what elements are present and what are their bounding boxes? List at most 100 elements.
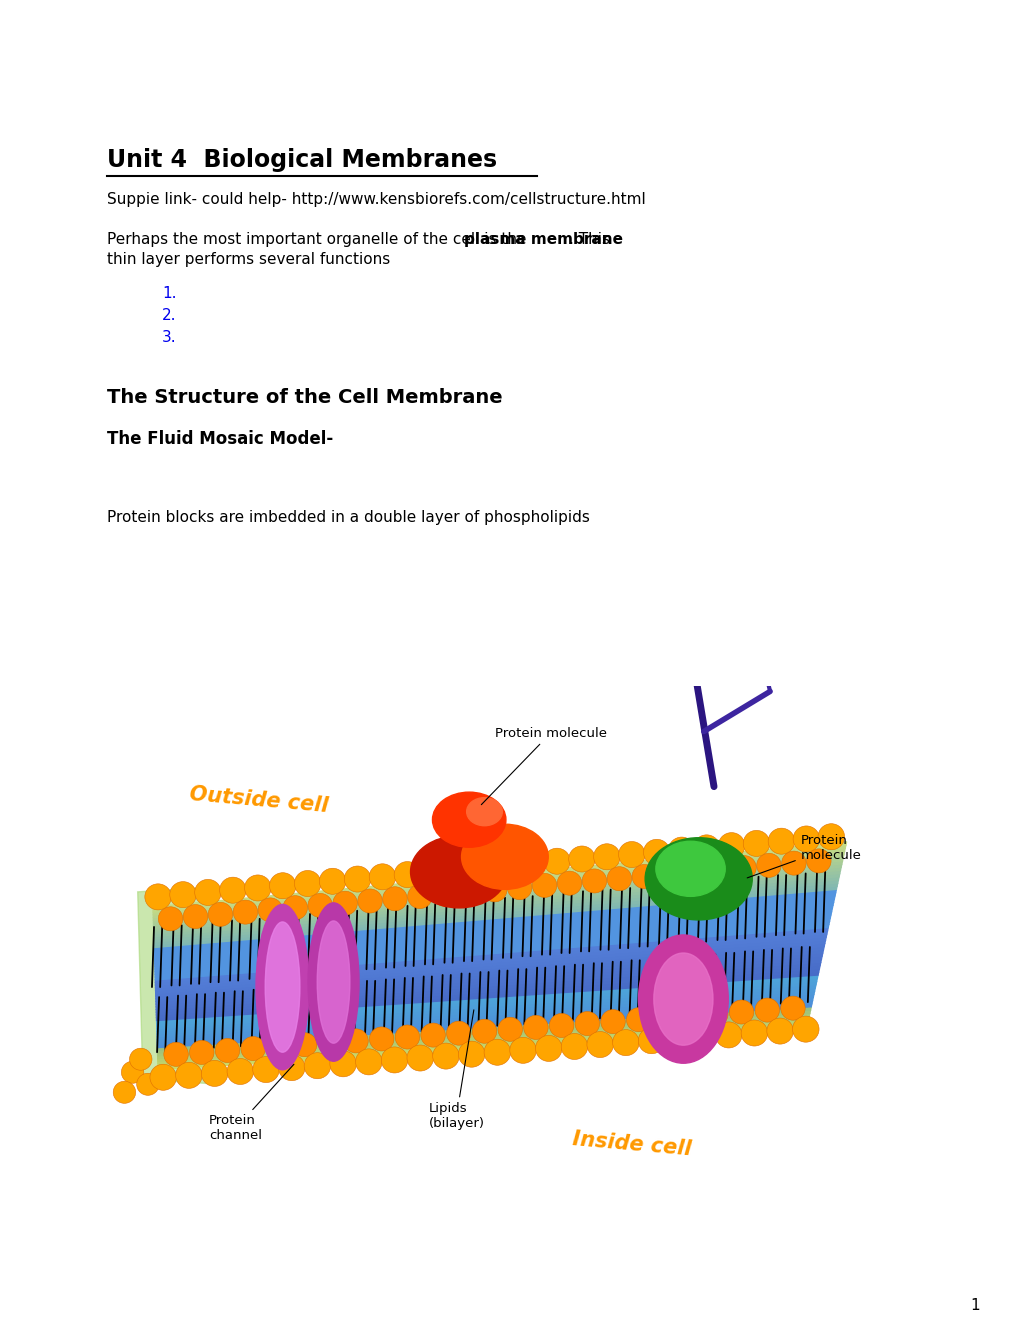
Circle shape	[227, 1059, 254, 1085]
Circle shape	[393, 862, 420, 887]
Polygon shape	[158, 1030, 806, 1069]
Circle shape	[703, 1002, 728, 1026]
Circle shape	[682, 861, 706, 884]
Polygon shape	[138, 887, 219, 1084]
Text: The Fluid Mosaic Model-: The Fluid Mosaic Model-	[107, 430, 333, 447]
Circle shape	[343, 1028, 368, 1053]
Polygon shape	[155, 915, 830, 972]
Circle shape	[612, 1030, 639, 1056]
Circle shape	[472, 1019, 496, 1043]
Circle shape	[394, 1026, 419, 1049]
Circle shape	[158, 907, 182, 931]
Circle shape	[663, 1026, 690, 1052]
Circle shape	[482, 878, 506, 902]
Polygon shape	[158, 1016, 808, 1059]
Circle shape	[278, 1055, 305, 1081]
Polygon shape	[156, 965, 819, 1015]
Circle shape	[308, 894, 332, 917]
Ellipse shape	[410, 836, 507, 908]
Polygon shape	[153, 845, 845, 912]
Circle shape	[382, 887, 407, 911]
Circle shape	[358, 888, 382, 913]
Circle shape	[215, 1039, 239, 1063]
Polygon shape	[155, 906, 833, 964]
Polygon shape	[154, 870, 840, 935]
Polygon shape	[153, 842, 846, 909]
Polygon shape	[154, 876, 839, 940]
Circle shape	[693, 834, 719, 861]
Text: 3.: 3.	[162, 330, 176, 345]
Polygon shape	[156, 962, 820, 1012]
Circle shape	[549, 1014, 574, 1038]
Circle shape	[233, 900, 258, 924]
Circle shape	[113, 1081, 136, 1104]
Polygon shape	[158, 1023, 807, 1064]
Circle shape	[253, 1056, 279, 1082]
Circle shape	[638, 1028, 664, 1053]
Circle shape	[484, 1039, 511, 1065]
Circle shape	[150, 1064, 176, 1090]
Polygon shape	[155, 933, 826, 989]
Circle shape	[443, 857, 470, 883]
Circle shape	[626, 1007, 650, 1032]
Circle shape	[458, 1041, 484, 1067]
Circle shape	[569, 846, 595, 873]
Text: Perhaps the most important organelle of the cell is the: Perhaps the most important organelle of …	[107, 232, 531, 247]
Circle shape	[510, 1038, 536, 1064]
Circle shape	[618, 842, 644, 867]
Circle shape	[593, 843, 620, 870]
Polygon shape	[155, 912, 830, 969]
Polygon shape	[154, 861, 842, 925]
Text: Lipids
(bilayer): Lipids (bilayer)	[428, 1010, 484, 1130]
Polygon shape	[156, 937, 825, 991]
Circle shape	[292, 1032, 317, 1057]
Text: Inside cell: Inside cell	[571, 1129, 691, 1159]
Circle shape	[164, 1043, 189, 1067]
Polygon shape	[158, 1019, 808, 1061]
Polygon shape	[157, 1001, 812, 1045]
Circle shape	[319, 869, 345, 895]
Text: 1: 1	[969, 1298, 979, 1313]
Polygon shape	[155, 902, 833, 961]
Polygon shape	[153, 858, 843, 923]
Circle shape	[756, 853, 781, 878]
Ellipse shape	[432, 792, 505, 847]
Circle shape	[506, 875, 531, 900]
Circle shape	[532, 874, 556, 898]
Circle shape	[356, 1049, 382, 1074]
Text: plasma membrane: plasma membrane	[464, 232, 623, 247]
Polygon shape	[157, 1010, 810, 1053]
Text: . This: . This	[569, 232, 609, 247]
Circle shape	[282, 896, 307, 920]
Circle shape	[575, 1011, 599, 1036]
Circle shape	[781, 851, 805, 875]
Circle shape	[446, 1022, 471, 1045]
Polygon shape	[157, 1007, 810, 1051]
Circle shape	[175, 1063, 202, 1089]
Circle shape	[201, 1060, 227, 1086]
Circle shape	[560, 1034, 587, 1060]
Circle shape	[269, 873, 296, 899]
Text: Protein molecule: Protein molecule	[481, 726, 606, 805]
Text: Suppie link- could help- http://www.kensbiorefs.com/cellstructure.html: Suppie link- could help- http://www.kens…	[107, 191, 645, 207]
Polygon shape	[156, 953, 822, 1005]
Circle shape	[258, 898, 282, 921]
Circle shape	[407, 1045, 433, 1071]
Polygon shape	[155, 917, 829, 974]
Circle shape	[408, 884, 432, 908]
Circle shape	[469, 855, 495, 880]
Circle shape	[332, 891, 357, 915]
Polygon shape	[157, 997, 812, 1043]
Polygon shape	[157, 994, 813, 1039]
Circle shape	[304, 1052, 330, 1078]
Circle shape	[381, 1047, 408, 1073]
Circle shape	[741, 1020, 767, 1045]
Polygon shape	[156, 956, 821, 1007]
Circle shape	[556, 871, 581, 895]
Circle shape	[169, 882, 196, 908]
Circle shape	[535, 1035, 561, 1061]
Ellipse shape	[462, 824, 548, 890]
Polygon shape	[155, 928, 827, 982]
Circle shape	[294, 870, 321, 896]
Circle shape	[582, 869, 606, 892]
